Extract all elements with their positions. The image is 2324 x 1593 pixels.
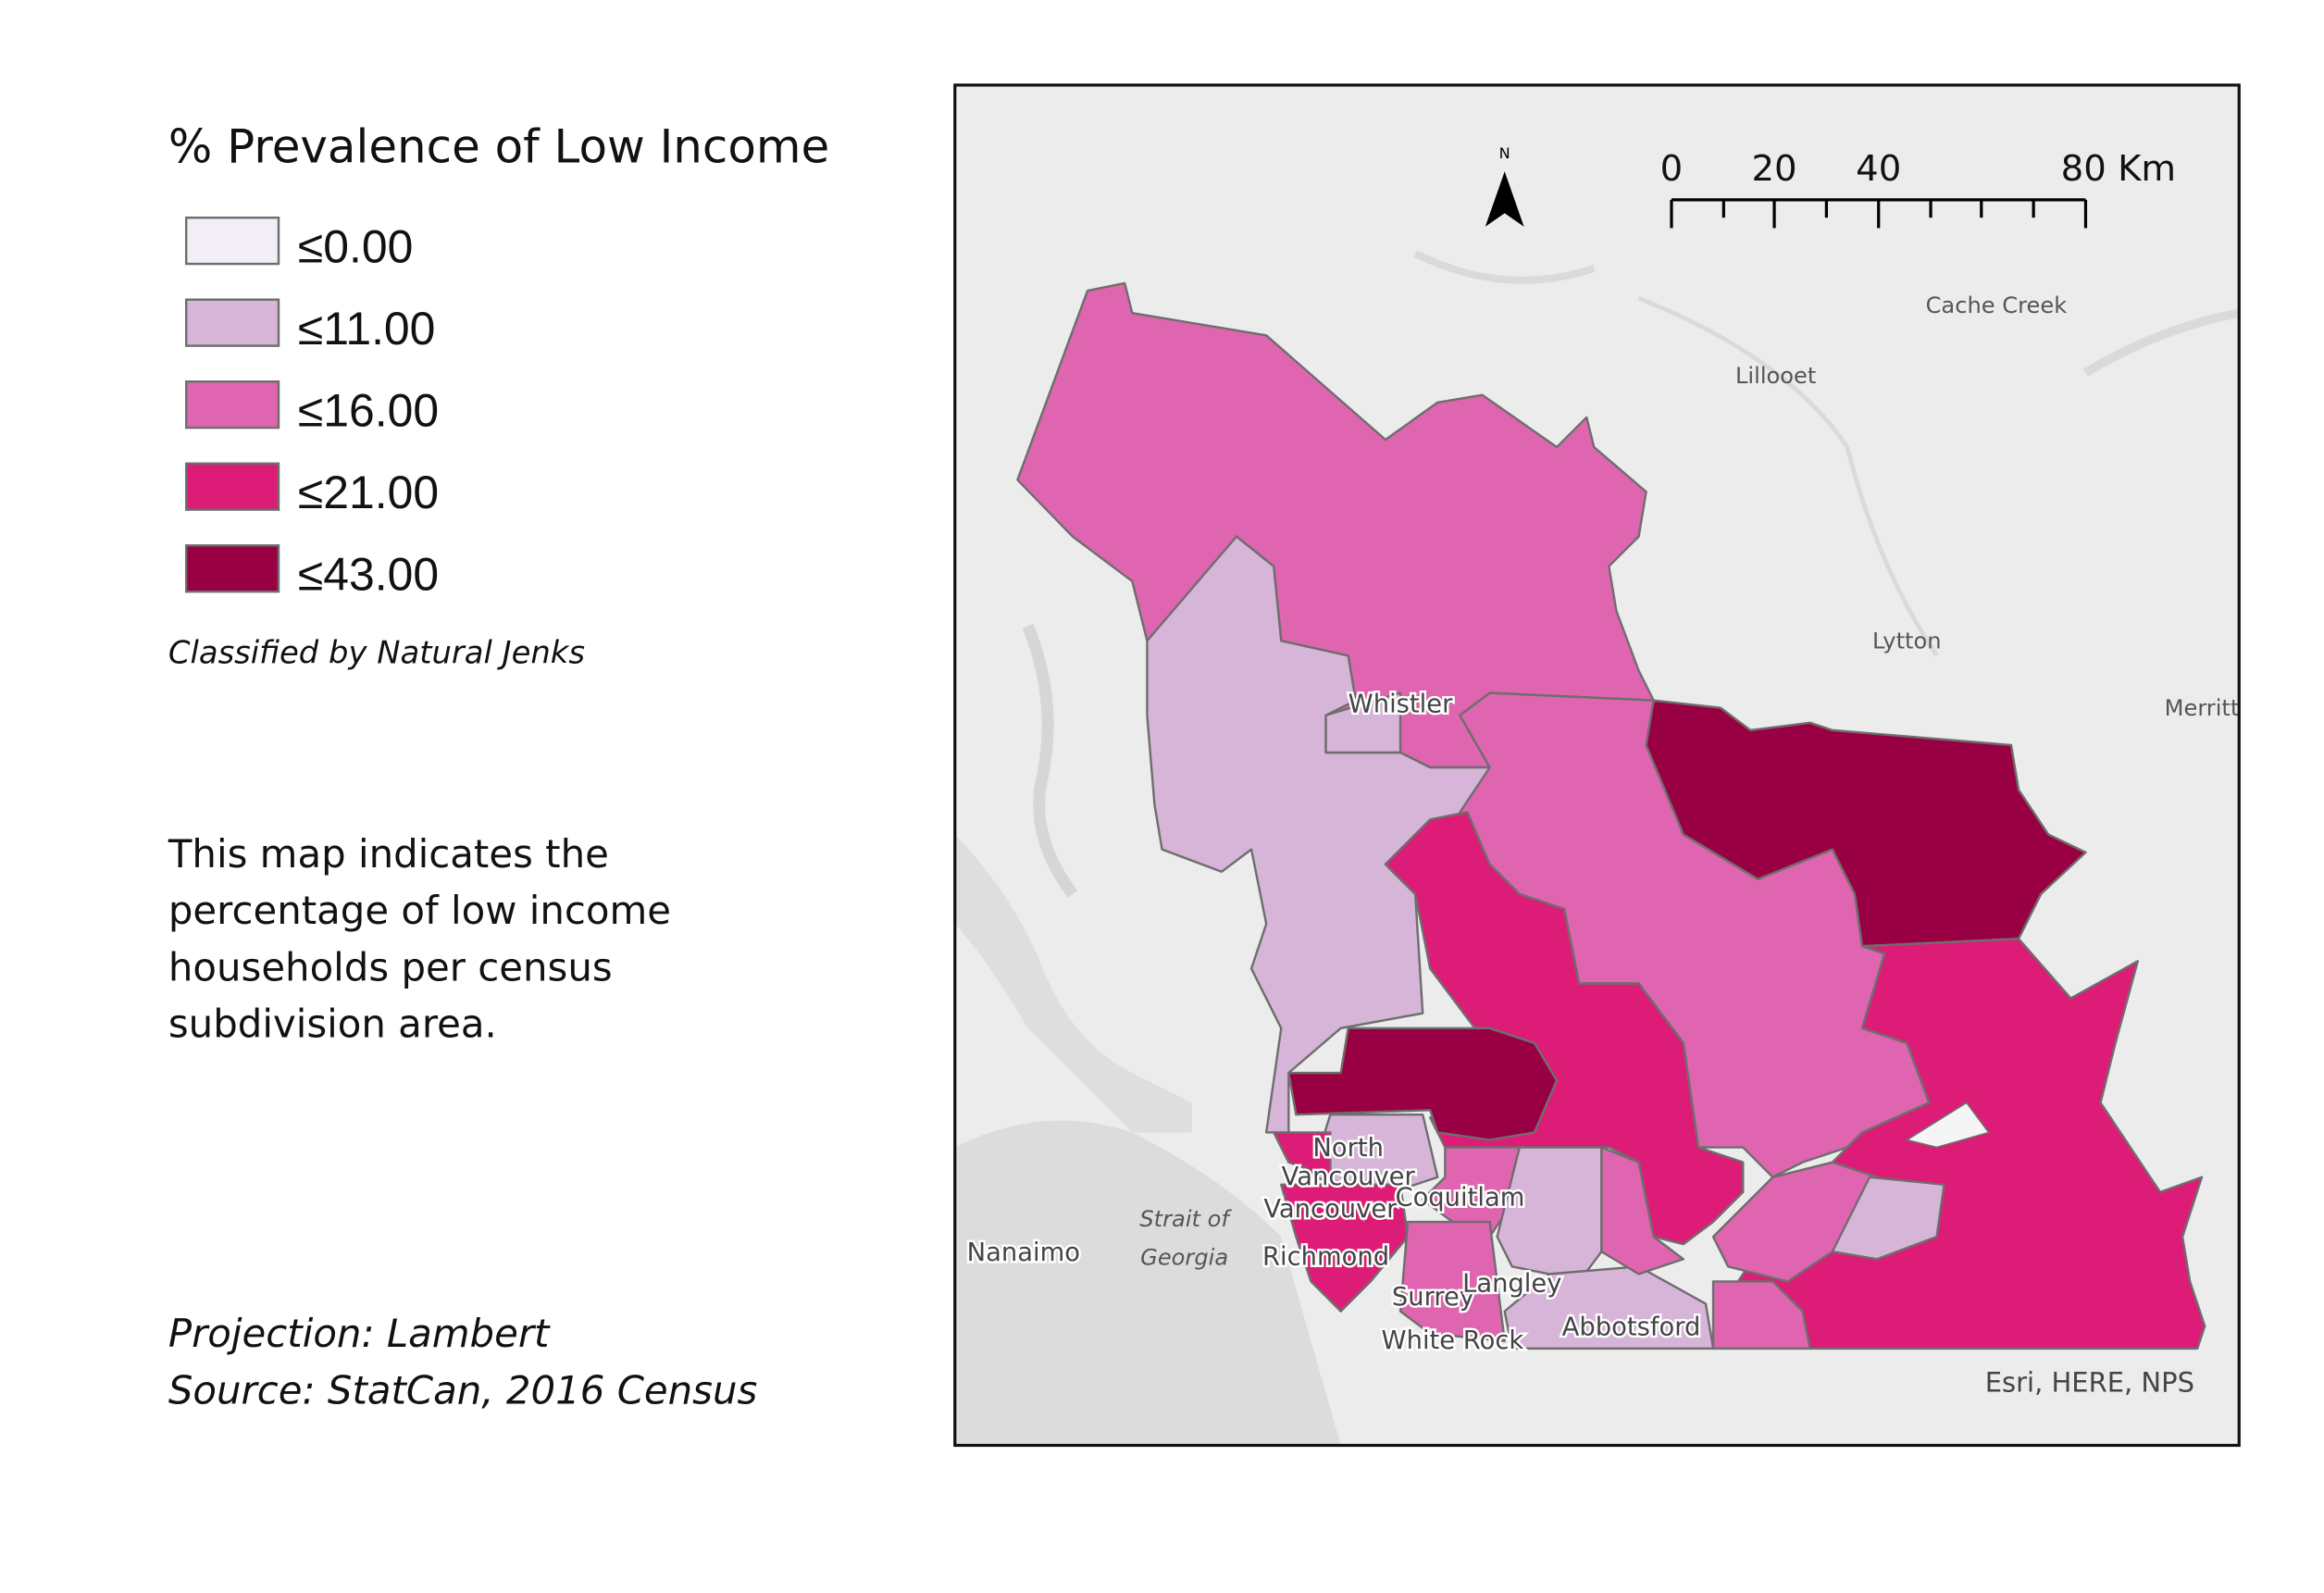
scale-label: 40 xyxy=(1856,148,1901,190)
legend-label: ≤11.00 xyxy=(298,303,435,355)
map-border xyxy=(953,83,2241,1448)
regions xyxy=(1016,281,2206,1350)
source: Source: StatCan, 2016 Census xyxy=(168,1367,757,1413)
place-label: Coquitlam xyxy=(1395,1183,1524,1212)
place-label: Georgia xyxy=(1140,1245,1228,1271)
region xyxy=(1711,1161,1879,1283)
legend-label: ≤16.00 xyxy=(298,385,439,437)
description-line: This map indicates the xyxy=(168,831,609,877)
scale-labels: 0 20 40 80 Km xyxy=(1660,148,2176,190)
north-label: N xyxy=(1499,144,1510,162)
legend-swatch xyxy=(184,298,280,347)
place-label: Merritt xyxy=(2165,695,2240,721)
scale-label: 20 xyxy=(1751,148,1796,190)
region xyxy=(1645,699,2087,948)
place-label: Whistler xyxy=(1348,691,1453,719)
legend-swatch xyxy=(184,380,280,429)
attribution: Esri, HERE, NPS xyxy=(1985,1367,2194,1399)
lake xyxy=(1905,1101,1991,1149)
legend-label: ≤0.00 xyxy=(298,220,413,272)
map-frame: N 0 20 40 80 Km Cache Creek Lillooet Lyt… xyxy=(954,84,2240,1446)
place-label: White Rock xyxy=(1382,1326,1524,1355)
place-label: Richmond xyxy=(1262,1243,1389,1272)
place-label: Abbotsford xyxy=(1562,1313,1701,1341)
description: This map indicates the percentage of low… xyxy=(168,831,671,1046)
region xyxy=(1273,1131,1332,1178)
scale-bar xyxy=(1670,198,2088,229)
place-label: Vancouver xyxy=(1263,1195,1398,1224)
place-label: Nanaimo xyxy=(967,1238,1080,1267)
legend-label: ≤21.00 xyxy=(298,467,439,518)
region xyxy=(1280,1183,1410,1313)
description-line: percentage of low income xyxy=(168,888,671,933)
place-label: Lillooet xyxy=(1735,363,1816,389)
description-line: subdivision area. xyxy=(168,1001,497,1046)
place-labels: Cache Creek Lillooet Lytton Merritt Whis… xyxy=(964,292,2240,1357)
scale-label: 0 xyxy=(1660,148,1684,190)
place-label: Langley xyxy=(1462,1270,1561,1299)
place-label: Lytton xyxy=(1872,628,1941,653)
place-label: Cache Creek xyxy=(1926,292,2068,318)
region xyxy=(1398,1220,1506,1343)
scale-label: 80 Km xyxy=(2061,148,2176,190)
description-line: households per census xyxy=(168,944,613,989)
legend-title: % Prevalence of Low Income xyxy=(168,120,829,174)
place-label: Vancouver xyxy=(1282,1163,1416,1191)
region xyxy=(1711,1280,1811,1350)
region xyxy=(1831,1176,1945,1261)
legend-swatch xyxy=(184,216,280,266)
north-arrow-shape xyxy=(1485,171,1524,227)
projection: Projection: Lambert xyxy=(168,1311,551,1356)
place-label: Strait of xyxy=(1139,1206,1232,1232)
region xyxy=(1287,1027,1559,1141)
region xyxy=(1600,1146,1685,1276)
legend-swatch xyxy=(184,462,280,511)
water xyxy=(954,250,2240,1446)
legend-label: ≤43.00 xyxy=(298,549,439,601)
place-label: North xyxy=(1312,1134,1384,1163)
north-arrow: N xyxy=(1485,144,1524,227)
legend: % Prevalence of Low Income ≤0.00 ≤11.00 ≤1… xyxy=(168,120,829,601)
legend-swatch xyxy=(184,544,280,593)
place-label: Surrey xyxy=(1392,1283,1474,1312)
legend-note: Classified by Natural Jenks xyxy=(168,634,585,670)
region xyxy=(1324,691,1402,754)
